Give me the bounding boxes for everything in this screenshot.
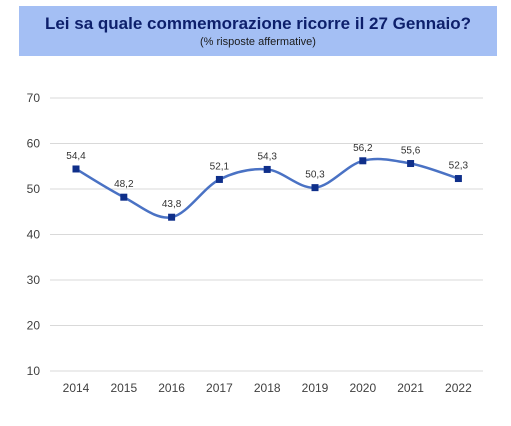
chart-header: Lei sa quale commemorazione ricorre il 2… [19,6,497,56]
data-point-marker [120,193,128,201]
x-tick-label: 2016 [158,381,185,395]
y-tick-label: 50 [27,182,41,196]
x-tick-label: 2020 [349,381,376,395]
data-point-marker [215,175,223,183]
x-tick-label: 2017 [206,381,233,395]
chart-subtitle: (% risposte affermative) [200,36,316,48]
y-tick-label: 20 [27,319,41,333]
data-point-marker [311,184,319,192]
data-label: 50,3 [305,170,325,181]
y-tick-label: 10 [27,364,41,378]
data-label: 56,2 [353,143,373,154]
y-tick-label: 70 [27,91,41,105]
x-tick-label: 2022 [445,381,472,395]
data-label: 43,8 [162,199,182,210]
x-tick-label: 2015 [110,381,137,395]
x-tick-label: 2019 [302,381,329,395]
x-tick-label: 2021 [397,381,424,395]
data-point-marker [454,175,462,183]
data-point-marker [263,165,271,173]
x-tick-label: 2014 [63,381,90,395]
data-point-marker [359,157,367,165]
data-label: 54,3 [257,151,277,162]
y-tick-label: 40 [27,228,41,242]
data-point-marker [72,165,80,173]
data-label: 52,3 [449,161,469,172]
y-tick-label: 30 [27,273,41,287]
x-tick-label: 2018 [254,381,281,395]
y-tick-label: 60 [27,137,41,151]
data-label: 55,6 [401,146,421,157]
data-point-marker [168,213,176,221]
data-point-marker [407,160,415,168]
data-label: 48,2 [114,179,134,190]
data-label: 52,1 [210,161,230,172]
chart-title: Lei sa quale commemorazione ricorre il 2… [44,14,472,33]
data-label: 54,4 [66,151,86,162]
